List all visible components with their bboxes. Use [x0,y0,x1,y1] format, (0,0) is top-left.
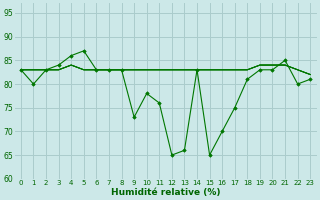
X-axis label: Humidité relative (%): Humidité relative (%) [111,188,220,197]
